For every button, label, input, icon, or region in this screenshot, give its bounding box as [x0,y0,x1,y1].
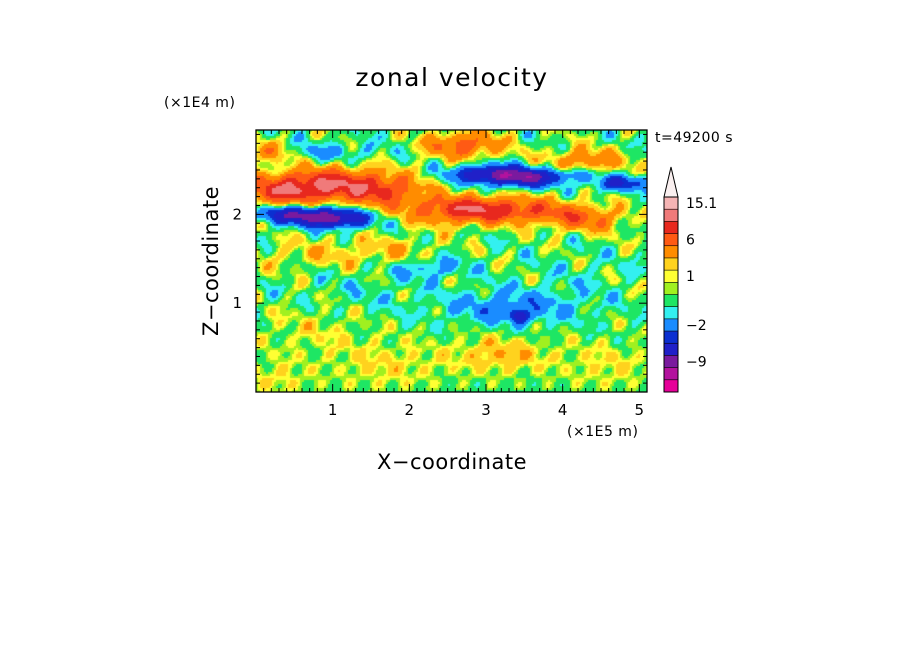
axis-ticks [256,130,647,392]
x-tick-label: 2 [405,401,415,419]
colorbar-swatch [664,221,678,234]
y-tick-label: 2 [232,205,242,223]
chart-title: zonal velocity [355,63,548,92]
x-axis-label: X−coordinate [377,450,527,474]
y-tick-labels: 12 [232,205,242,312]
colorbar: 15.1 6 1 −2 −9 [663,166,717,393]
x-tick-label: 4 [558,401,568,419]
y-tick-label: 1 [232,294,242,312]
colorbar-swatch [664,331,678,344]
colorbar-label: −2 [686,318,707,334]
colorbar-swatch [664,367,678,380]
x-tick-label: 3 [481,401,491,419]
colorbar-swatch [664,355,678,368]
colorbar-swatch [664,209,678,222]
colorbar-swatch [664,197,678,210]
colorbar-swatch [664,245,678,258]
x-tick-label: 1 [328,401,338,419]
colorbar-label: 6 [686,233,695,249]
colorbar-label: 1 [686,269,695,285]
y-axis-label: Z−coordinate [199,186,223,336]
colorbar-extend-arrow [663,166,679,198]
colorbar-labels: 15.1 6 1 −2 −9 [686,196,717,370]
contour-field [256,130,647,392]
plot-frame [255,129,648,393]
y-unit-label: (×1E4 m) [164,95,235,111]
colorbar-swatch [664,282,678,295]
x-tick-labels: 1 2 3 4 5 [328,401,644,419]
x-tick-label: 5 [635,401,645,419]
x-unit-label: (×1E5 m) [567,424,638,440]
colorbar-swatch [664,379,678,392]
colorbar-swatches [663,166,679,393]
colorbar-swatch [664,306,678,319]
colorbar-swatch [664,318,678,332]
contour-image [256,130,647,392]
time-label: t=49200 s [655,130,733,146]
colorbar-swatch [664,294,678,307]
colorbar-swatch [664,343,678,356]
colorbar-label: −9 [686,355,707,371]
colorbar-label: 15.1 [686,196,717,212]
colorbar-swatch [664,233,678,246]
colorbar-swatch [664,270,678,283]
colorbar-swatch [664,257,678,271]
